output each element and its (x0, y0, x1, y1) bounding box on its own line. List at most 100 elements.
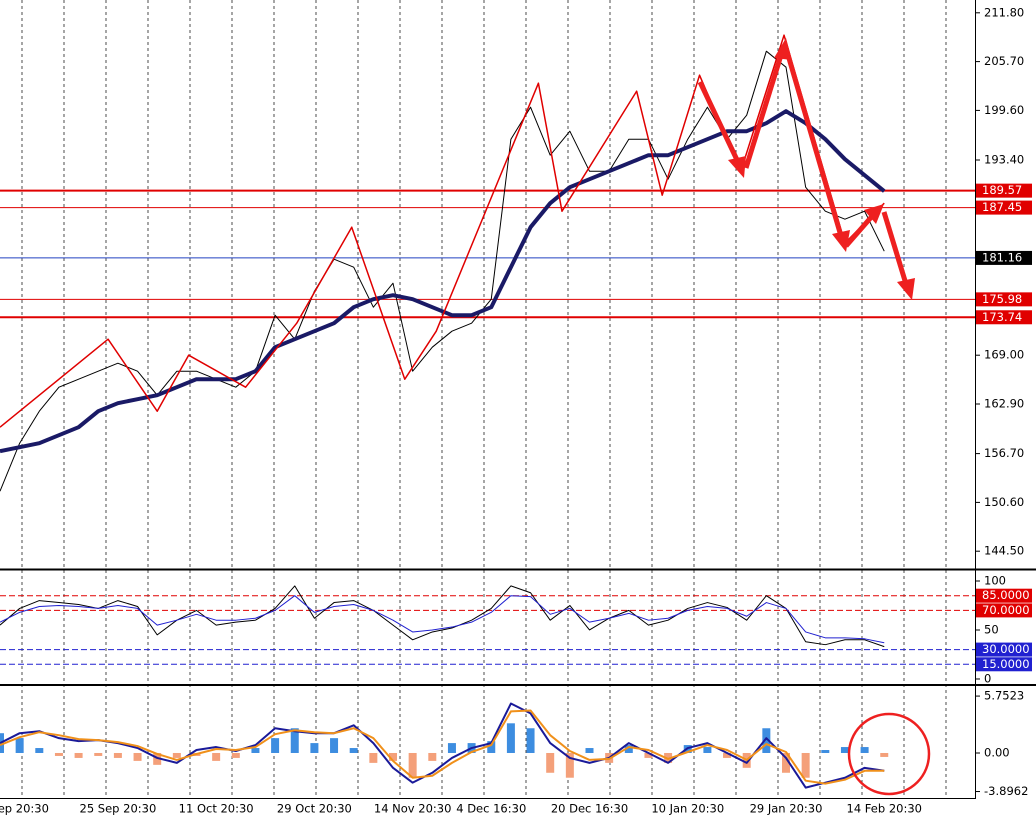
y-tick-label: 205.70 (984, 54, 1024, 68)
x-tick-label: 25 Sep 20:30 (80, 802, 157, 816)
series-line (0, 595, 885, 644)
y-tick-label: 0 (984, 671, 991, 685)
histogram-bar (271, 738, 280, 753)
y-tick-label: 156.70 (984, 446, 1024, 460)
x-tick-label: 4 Dec 16:30 (456, 802, 526, 816)
series-line (0, 34, 885, 428)
histogram-bar (506, 723, 515, 753)
series-line (0, 702, 885, 789)
histogram-bar (290, 728, 299, 753)
y-tick-label: 144.50 (984, 544, 1024, 558)
histogram-bar (369, 752, 378, 763)
histogram-bar (782, 752, 790, 773)
arrowhead (728, 156, 746, 178)
histogram-bar (565, 752, 574, 778)
histogram-bar (113, 752, 122, 758)
x-tick-label: 14 Feb 20:30 (847, 802, 922, 816)
histogram-bar (408, 752, 417, 778)
y-tick-label: 199.60 (984, 103, 1024, 117)
histogram-bar (428, 752, 437, 761)
arrow (783, 47, 844, 237)
level-label-box (976, 200, 1032, 215)
histogram-bar (212, 752, 221, 761)
x-tick-label: 14 Nov 20:30 (374, 802, 452, 816)
arrow (881, 211, 909, 285)
histogram-bar (54, 752, 63, 756)
arrowhead (864, 204, 884, 224)
y-tick-label: 50 (984, 622, 999, 636)
histogram-bar (624, 745, 633, 753)
histogram-bar (644, 752, 653, 758)
y-tick-label: 0.00 (984, 745, 1010, 759)
series-line (0, 709, 885, 785)
x-tick-label: 11 Oct 20:30 (179, 802, 254, 816)
histogram-bar (487, 741, 496, 753)
x-tick-label: 29 Oct 20:30 (277, 802, 352, 816)
y-tick-label: 162.90 (984, 397, 1024, 411)
level-label: 70.0000 (982, 603, 1030, 617)
histogram-bar (133, 752, 142, 761)
histogram-bar (330, 738, 339, 753)
histogram-bar (801, 752, 810, 778)
level-label: 173.74 (982, 310, 1022, 324)
arrow (844, 212, 876, 248)
y-tick-label: 211.80 (984, 5, 1024, 19)
histogram-bar (723, 752, 732, 758)
price-axis: 211.80 205.70 199.60 193.40 169.00 162.90 156.… (975, 5, 1032, 798)
histogram-bar (35, 748, 44, 753)
histogram-bar (840, 747, 849, 753)
arrow (743, 51, 785, 169)
histogram-bar (172, 752, 181, 758)
highlight-circle (847, 712, 931, 796)
arrow (697, 80, 741, 164)
x-tick-label: 10 Jan 20:30 (651, 802, 724, 816)
histogram-bar (251, 748, 260, 753)
y-tick-label: 169.00 (984, 348, 1024, 362)
arrowhead (897, 278, 915, 300)
histogram-bar (546, 752, 555, 773)
histogram-bar (231, 752, 240, 758)
y-tick-label: 150.60 (984, 495, 1024, 509)
level-label: 189.57 (982, 183, 1022, 197)
histogram-bar (880, 752, 889, 757)
level-label-box (976, 642, 1032, 657)
histogram-bar (762, 728, 771, 753)
level-label-box (976, 310, 1032, 325)
histogram-bar (526, 728, 535, 753)
arrowhead (832, 230, 850, 252)
level-label-box (976, 250, 1032, 265)
series-line (0, 50, 885, 492)
annotations (697, 38, 915, 300)
histogram-bar (94, 752, 103, 756)
level-label-box (976, 183, 1032, 198)
x-tick-label: 29 Jan 20:30 (750, 802, 823, 816)
level-label: 85.0000 (982, 588, 1030, 602)
y-tick-label: -3.8962 (984, 784, 1028, 798)
plot-area (0, 34, 975, 789)
y-tick-label: 5.7523 (984, 689, 1024, 703)
histogram-bar (15, 738, 24, 753)
level-label-box (976, 657, 1032, 672)
y-tick-label: 100 (984, 573, 1006, 587)
histogram-bar (310, 743, 319, 753)
x-tick-label: 20 Dec 16:30 (551, 802, 628, 816)
x-tick-label: Sep 20:30 (0, 802, 49, 816)
level-label: 181.16 (982, 250, 1022, 264)
histogram-bar (821, 750, 830, 753)
level-label: 175.98 (982, 292, 1022, 306)
histogram-bar (860, 747, 869, 753)
histogram-bar (74, 752, 83, 758)
histogram-bar (703, 747, 712, 753)
level-label: 187.45 (982, 200, 1022, 214)
y-tick-label: 193.40 (984, 153, 1024, 167)
level-label: 30.0000 (982, 642, 1030, 656)
series-line (0, 585, 885, 648)
level-label-box (976, 292, 1032, 307)
level-label-box (976, 588, 1032, 603)
histogram-bar (349, 748, 358, 753)
histogram-bar (447, 743, 456, 753)
level-label: 15.0000 (982, 657, 1030, 671)
histogram-bar (585, 748, 594, 753)
